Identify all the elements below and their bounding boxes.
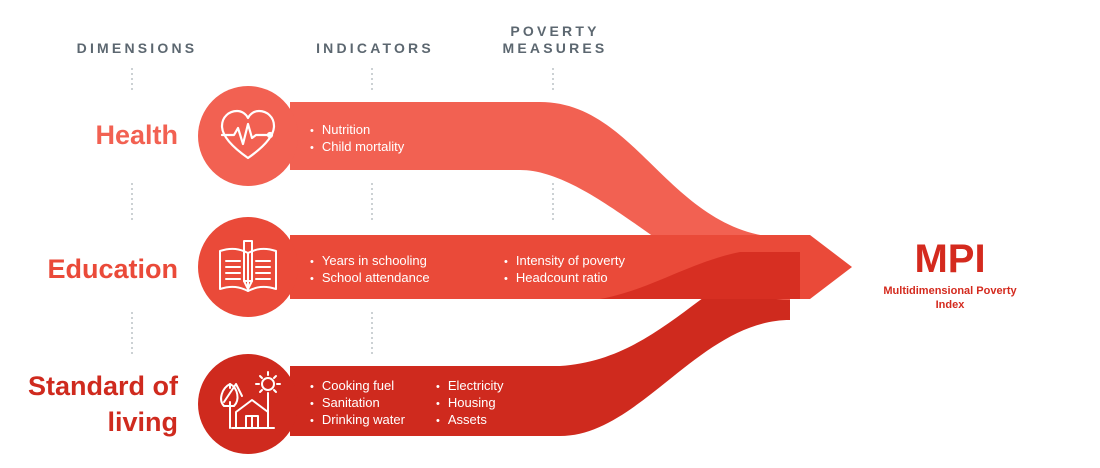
house-tree-sun-icon [198,354,298,454]
list-item: Cooking fuel [310,378,405,395]
dimension-living-line1: Standard of [27,371,178,401]
dimension-health-label: Health [95,120,178,150]
poverty-measures-list: Intensity of poverty Headcount ratio [504,253,625,287]
list-item: Headcount ratio [504,270,625,287]
header-poverty-line1: POVERTY [510,23,600,39]
dimension-living-label: Standard of living [28,368,178,440]
health-circle [198,86,298,186]
header-dimensions: DIMENSIONS [76,40,198,56]
health-flow-band [290,102,790,300]
list-item: Child mortality [310,139,404,156]
mpi-title: MPI [914,237,986,281]
education-indicators-list: Years in schooling School attendance [310,253,430,287]
dimension-living-line2: living [107,407,178,437]
living-indicators-list-col2: Electricity Housing Assets [436,378,504,429]
list-item: Drinking water [310,412,405,429]
list-item: Intensity of poverty [504,253,625,270]
living-overlap-shade [600,252,800,299]
open-book-pencil-icon [198,217,298,317]
header-poverty-measures: POVERTY MEASURES [480,23,630,57]
list-item: Housing [436,395,503,412]
living-flow-band [290,250,790,436]
list-item: School attendance [310,270,430,287]
header-indicators: INDICATORS [316,40,434,56]
dimension-education-label: Education [47,254,178,284]
list-item: Nutrition [310,122,404,139]
list-item: Years in schooling [310,253,430,270]
list-item: Assets [436,412,503,429]
column-dividers [131,68,554,356]
mpi-subtitle: Multidimensional Poverty Index [855,284,1045,312]
living-indicators-list-col1: Cooking fuel Sanitation Drinking water [310,378,405,429]
health-indicators-list: Nutrition Child mortality [310,122,404,156]
header-poverty-line2: MEASURES [502,40,608,56]
mpi-subtitle-line2: Index [935,299,965,311]
heart-pulse-icon [198,86,298,186]
list-item: Sanitation [310,395,405,412]
list-item: Electricity [436,378,504,395]
mpi-subtitle-line1: Multidimensional Poverty [883,285,1017,297]
